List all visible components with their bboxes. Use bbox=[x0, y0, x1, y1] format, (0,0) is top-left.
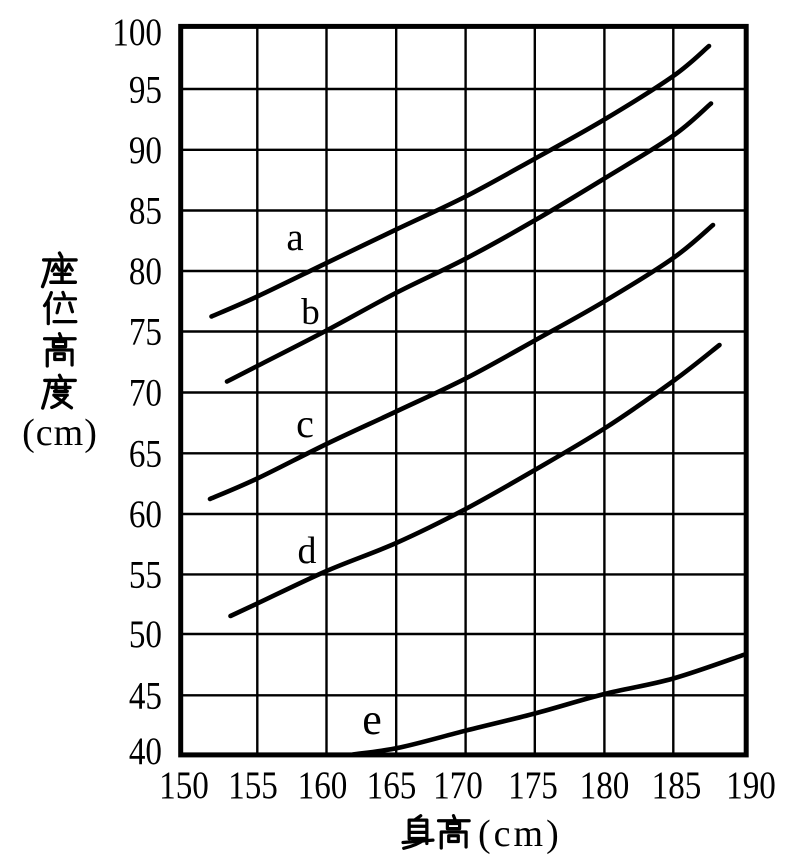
svg-text:55: 55 bbox=[129, 553, 162, 596]
svg-text:175: 175 bbox=[508, 764, 558, 807]
svg-text:60: 60 bbox=[129, 493, 162, 536]
svg-text:95: 95 bbox=[129, 68, 162, 111]
svg-text:(cm): (cm) bbox=[478, 813, 562, 855]
svg-text:40: 40 bbox=[129, 730, 162, 773]
svg-text:75: 75 bbox=[129, 310, 162, 353]
svg-text:170: 170 bbox=[433, 764, 483, 807]
svg-text:165: 165 bbox=[367, 764, 417, 807]
svg-text:70: 70 bbox=[129, 371, 162, 414]
svg-text:100: 100 bbox=[112, 11, 162, 54]
svg-text:85: 85 bbox=[129, 189, 162, 232]
svg-text:190: 190 bbox=[726, 764, 776, 807]
svg-text:50: 50 bbox=[129, 613, 162, 656]
svg-text:45: 45 bbox=[129, 674, 162, 717]
svg-text:a: a bbox=[286, 216, 303, 259]
svg-text:d: d bbox=[298, 530, 317, 572]
svg-text:b: b bbox=[301, 292, 320, 333]
svg-text:155: 155 bbox=[228, 764, 278, 807]
svg-text:80: 80 bbox=[129, 250, 162, 293]
svg-text:e: e bbox=[362, 695, 382, 744]
svg-text:185: 185 bbox=[652, 764, 702, 807]
svg-text:90: 90 bbox=[129, 128, 162, 171]
svg-text:(cm): (cm) bbox=[22, 412, 98, 454]
svg-text:65: 65 bbox=[129, 432, 162, 475]
svg-text:150: 150 bbox=[159, 764, 209, 807]
svg-text:160: 160 bbox=[298, 764, 348, 807]
svg-text:c: c bbox=[296, 401, 314, 446]
svg-text:180: 180 bbox=[580, 764, 630, 807]
